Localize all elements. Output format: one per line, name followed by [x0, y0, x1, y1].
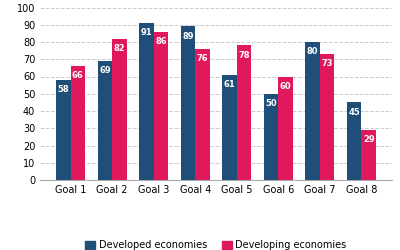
Text: 89: 89: [182, 32, 194, 41]
Text: 80: 80: [307, 47, 318, 56]
Bar: [320, 54, 334, 180]
Text: 60: 60: [280, 82, 292, 91]
Text: 86: 86: [155, 37, 167, 46]
Text: 58: 58: [58, 85, 69, 94]
Text: 29: 29: [363, 135, 374, 144]
Bar: [347, 102, 362, 180]
Text: 50: 50: [265, 99, 277, 108]
Bar: [195, 49, 210, 180]
Text: 66: 66: [72, 71, 84, 80]
Bar: [139, 23, 154, 180]
Bar: [112, 38, 127, 180]
Bar: [56, 80, 70, 180]
Legend: Developed economies, Developing economies: Developed economies, Developing economie…: [82, 236, 350, 250]
Text: 91: 91: [140, 28, 152, 37]
Text: 76: 76: [197, 54, 208, 63]
Text: 82: 82: [114, 44, 125, 53]
Bar: [278, 76, 293, 180]
Bar: [181, 26, 195, 180]
Bar: [264, 94, 278, 180]
Text: 69: 69: [99, 66, 111, 75]
Bar: [70, 66, 85, 180]
Bar: [222, 75, 237, 180]
Bar: [154, 32, 168, 180]
Text: 45: 45: [348, 108, 360, 116]
Bar: [237, 46, 251, 180]
Text: 73: 73: [322, 59, 333, 68]
Text: 61: 61: [224, 80, 235, 89]
Bar: [305, 42, 320, 180]
Bar: [98, 61, 112, 180]
Text: 78: 78: [238, 50, 250, 59]
Bar: [362, 130, 376, 180]
